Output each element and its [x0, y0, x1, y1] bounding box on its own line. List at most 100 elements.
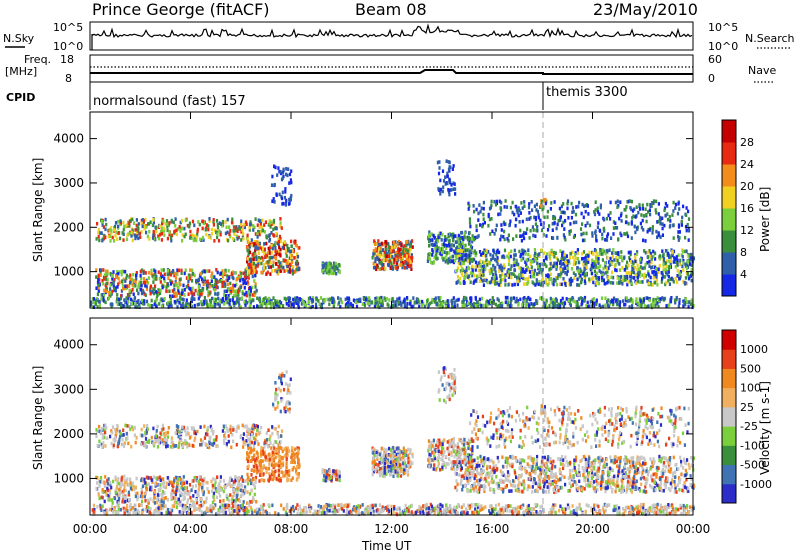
- echo-cell: [511, 210, 514, 215]
- echo-cell: [538, 254, 541, 258]
- echo-cell: [374, 298, 377, 303]
- echo-cell: [507, 270, 510, 274]
- echo-cell: [457, 233, 460, 238]
- echo-cell: [163, 480, 166, 485]
- echo-cell: [372, 265, 376, 270]
- echo-cell: [527, 205, 531, 210]
- echo-cell: [590, 263, 593, 268]
- echo-cell: [283, 240, 286, 245]
- echo-cell: [150, 435, 153, 440]
- echo-cell: [476, 264, 479, 268]
- echo-cell: [254, 217, 257, 221]
- echo-cell: [121, 442, 124, 447]
- echo-cell: [102, 297, 105, 302]
- echo-cell: [485, 254, 488, 258]
- echo-cell: [231, 275, 234, 279]
- echo-cell: [137, 236, 140, 241]
- echo-cell: [474, 265, 477, 269]
- echo-cell: [406, 263, 409, 268]
- echo-cell: [127, 441, 130, 446]
- echo-cell: [644, 250, 647, 255]
- echo-cell: [140, 298, 144, 303]
- echo-cell: [680, 223, 683, 227]
- echo-cell: [583, 276, 586, 281]
- echo-cell: [525, 231, 528, 235]
- echo-cell: [534, 222, 537, 226]
- echo-cell: [125, 296, 128, 300]
- echo-cell: [194, 288, 197, 293]
- echo-cell: [95, 237, 98, 241]
- echo-cell: [256, 424, 259, 429]
- echo-cell: [376, 257, 379, 261]
- echo-cell: [441, 255, 444, 260]
- echo-cell: [141, 268, 144, 272]
- echo-cell: [483, 260, 486, 265]
- echo-cell: [647, 304, 650, 308]
- echo-cell: [121, 482, 124, 487]
- echo-cell: [130, 234, 133, 238]
- echo-cell: [131, 299, 134, 303]
- echo-cell: [553, 254, 556, 259]
- echo-cell: [263, 242, 266, 246]
- echo-cell: [155, 500, 159, 505]
- echo-cell: [684, 297, 687, 302]
- y-tick-label: 4000: [53, 132, 84, 146]
- echo-cell: [248, 257, 251, 262]
- echo-cell: [240, 219, 243, 224]
- echo-cell: [198, 485, 201, 490]
- echo-cell: [131, 217, 134, 222]
- echo-cell: [517, 213, 520, 218]
- echo-cell: [237, 498, 240, 502]
- echo-cell: [269, 305, 272, 310]
- echo-cell: [199, 272, 202, 276]
- echo-cell: [560, 257, 563, 261]
- echo-cell: [191, 219, 195, 224]
- echo-cell: [466, 301, 470, 306]
- echo-cell: [457, 244, 461, 249]
- echo-cell: [384, 267, 387, 271]
- echo-cell: [518, 273, 521, 277]
- echo-cell: [238, 485, 241, 489]
- echo-cell: [212, 491, 215, 496]
- echo-cell: [364, 297, 368, 302]
- echo-cell: [638, 267, 641, 271]
- echo-cell: [214, 297, 218, 302]
- echo-cell: [666, 217, 670, 222]
- echo-cell: [95, 298, 98, 303]
- echo-cell: [427, 236, 430, 241]
- echo-cell: [132, 427, 135, 432]
- echo-cell: [99, 268, 103, 272]
- echo-cell: [114, 435, 117, 439]
- echo-cell: [384, 298, 387, 302]
- echo-cell: [283, 296, 286, 301]
- echo-cell: [144, 498, 147, 503]
- echo-cell: [636, 250, 639, 254]
- echo-cell: [109, 491, 112, 495]
- echo-cell: [301, 298, 304, 303]
- echo-cell: [496, 281, 499, 286]
- echo-cell: [668, 265, 671, 269]
- echo-cell: [564, 259, 567, 264]
- echo-cell: [239, 278, 242, 283]
- echo-cell: [179, 434, 182, 439]
- echo-cell: [454, 192, 457, 196]
- echo-cell: [154, 484, 157, 488]
- colorbar-swatch: [722, 252, 736, 275]
- echo-cell: [169, 480, 172, 485]
- echo-cell: [628, 250, 631, 255]
- echo-cell: [147, 501, 150, 505]
- echo-cell: [255, 254, 258, 259]
- echo-cell: [396, 303, 399, 307]
- echo-cell: [551, 300, 554, 305]
- echo-cell: [516, 282, 519, 287]
- echo-cell: [533, 271, 536, 276]
- echo-cell: [475, 274, 478, 278]
- echo-cell: [159, 272, 162, 276]
- echo-cell: [146, 487, 149, 492]
- echo-cell: [216, 280, 219, 284]
- echo-cell: [506, 254, 509, 259]
- echo-cell: [121, 287, 125, 291]
- echo-cell: [211, 296, 214, 301]
- echo-cell: [267, 265, 270, 270]
- echo-cell: [173, 499, 176, 504]
